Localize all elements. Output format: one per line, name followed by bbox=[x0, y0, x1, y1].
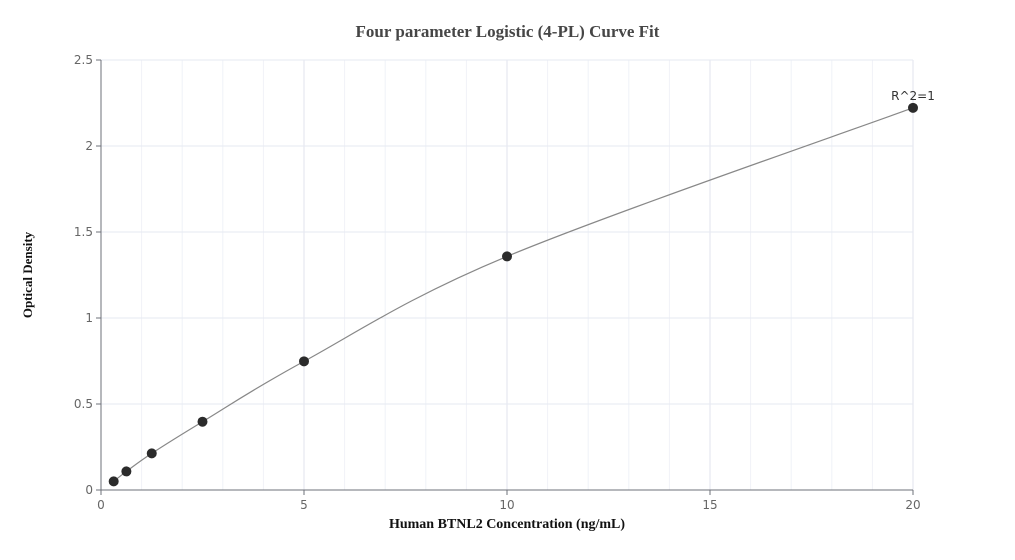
y-tick-label: 1.5 bbox=[74, 225, 93, 239]
axes bbox=[96, 59, 914, 495]
data-point bbox=[146, 448, 157, 459]
y-tick-label: 0.5 bbox=[74, 397, 93, 411]
y-tick-label: 1 bbox=[85, 311, 93, 325]
y-tick-label: 2 bbox=[85, 139, 93, 153]
data-point bbox=[299, 356, 309, 367]
tick-labels: 0 0.5 1 1.5 2 2.5 0 5 10 15 20 bbox=[74, 53, 921, 512]
x-tick-label: 20 bbox=[905, 498, 920, 512]
x-tick-label: 0 bbox=[97, 498, 105, 512]
x-tick-label: 10 bbox=[499, 498, 514, 512]
data-points bbox=[108, 102, 918, 487]
x-axis-label: Human BTNL2 Concentration (ng/mL) bbox=[388, 517, 626, 532]
data-point bbox=[121, 466, 132, 477]
y-tick-label: 2.5 bbox=[74, 53, 93, 67]
grid-lines bbox=[101, 59, 914, 490]
data-point bbox=[197, 416, 208, 427]
fit-curve bbox=[113, 107, 914, 482]
x-tick-label: 15 bbox=[702, 498, 717, 512]
chart-title: Four parameter Logistic (4-PL) Curve Fit bbox=[355, 22, 660, 41]
y-tick-label: 0 bbox=[85, 483, 93, 497]
x-tick-label: 5 bbox=[300, 498, 308, 512]
data-point bbox=[502, 251, 512, 262]
data-point bbox=[908, 102, 918, 113]
r-squared-annotation: R^2=1 bbox=[891, 89, 935, 103]
data-point bbox=[108, 476, 119, 487]
